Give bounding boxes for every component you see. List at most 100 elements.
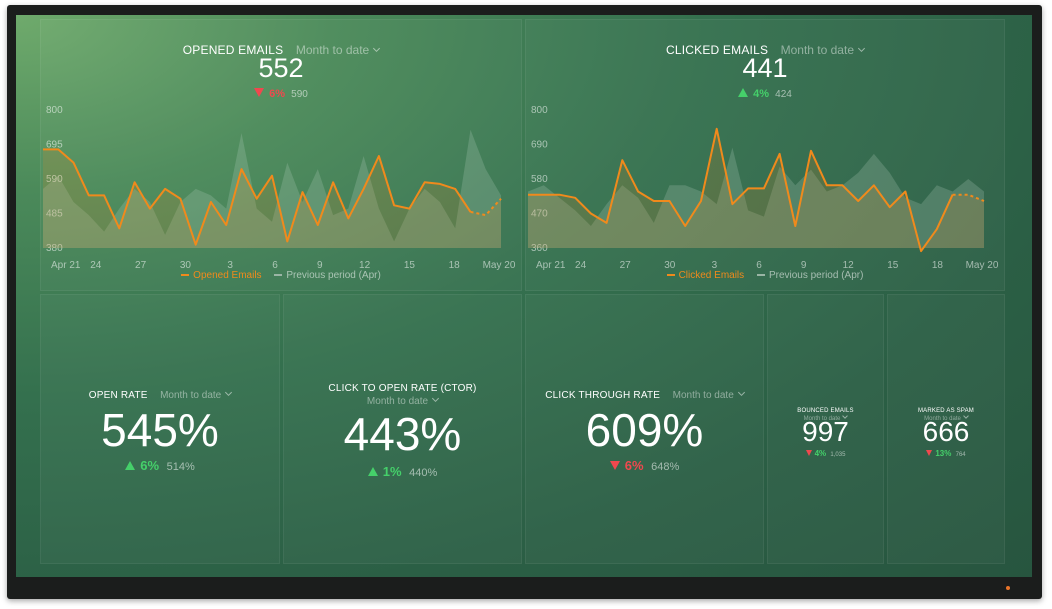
x-tick-label: 15 (404, 260, 416, 271)
previous-value: 590 (291, 89, 308, 100)
trend-up-icon (738, 88, 749, 97)
metric-value: 441 (742, 53, 788, 83)
opened-emails-chart: 800 695 590 485 380 Apr 21 24 27 30 3 6 9 12 15 18 May … (43, 105, 516, 271)
previous-value: 424 (775, 89, 792, 100)
widget-range-row: Month to date (284, 391, 521, 409)
x-tick-label: 6 (272, 260, 278, 271)
legend-previous: Previous period (Apr) (274, 270, 381, 281)
chart-legend: Opened Emails Previous period (Apr) (41, 270, 521, 281)
previous-value: 764 (955, 452, 966, 458)
clicked-emails-widget: CLICKED EMAILS Month to date 441 4% 424 … (525, 19, 1005, 291)
trend-up-icon (125, 461, 136, 470)
date-range-dropdown[interactable]: Month to date (367, 394, 440, 407)
y-tick-label: 800 (46, 105, 63, 116)
y-tick-label: 580 (531, 174, 548, 185)
x-tick-label: 24 (90, 260, 102, 271)
x-tick-label: 18 (449, 260, 461, 271)
widget-header: CLICK THROUGH RATE Month to date (526, 385, 763, 403)
y-tick-label: 360 (531, 243, 548, 254)
y-tick-label: 470 (531, 209, 548, 220)
x-tick-label: 9 (801, 260, 807, 271)
widget-title: OPEN RATE (88, 390, 148, 401)
date-range-dropdown[interactable]: Month to date (781, 43, 866, 57)
current-series-area (528, 128, 984, 252)
date-range-dropdown[interactable]: Month to date (804, 413, 849, 422)
previous-value: 514% (166, 461, 195, 473)
open-rate-widget: OPEN RATE Month to date 545% 6% 514% (40, 294, 280, 564)
x-tick-label: 27 (620, 260, 632, 271)
widget-title: CLICK THROUGH RATE (545, 390, 661, 401)
legend-current: Clicked Emails (666, 270, 744, 281)
y-tick-label: 800 (531, 105, 548, 116)
y-tick-label: 690 (531, 140, 548, 151)
legend-current: Opened Emails (181, 270, 262, 281)
previous-value: 440% (409, 467, 438, 479)
widget-title: CLICK TO OPEN RATE (CTOR) (328, 383, 477, 394)
delta-percent: 13% (935, 449, 952, 458)
legend-previous: Previous period (Apr) (756, 270, 863, 281)
current-series-line (528, 127, 954, 253)
widget-title: BOUNCED EMAILS (797, 408, 854, 414)
x-tick-label: 27 (135, 260, 147, 271)
date-range-dropdown[interactable]: Month to date (673, 388, 745, 401)
date-range-dropdown[interactable]: Month to date (160, 388, 233, 401)
x-tick-label: 18 (932, 260, 944, 271)
metric-delta: 1% 440% (284, 464, 521, 479)
trend-down-icon (254, 88, 265, 97)
x-tick-label: May 20 (483, 260, 516, 271)
previous-value: 1,035 (830, 452, 846, 458)
delta-percent: 4% (814, 449, 827, 458)
x-tick-label: 9 (317, 260, 323, 271)
x-tick-label: 24 (575, 260, 587, 271)
projected-series-line (470, 198, 502, 217)
metric-value: 609% (585, 404, 704, 456)
metric-value: 545% (101, 404, 219, 456)
chevron-down-icon (373, 44, 381, 53)
date-range-dropdown[interactable]: Month to date (296, 43, 381, 57)
metric-delta: 4% 1,035 (768, 449, 883, 458)
x-tick-label: May 20 (966, 260, 999, 271)
ctor-widget: CLICK TO OPEN RATE (CTOR) Month to date … (283, 294, 522, 564)
current-series-area (43, 149, 501, 248)
x-tick-label: Apr 21 (51, 260, 81, 271)
delta-percent: 4% (753, 88, 770, 100)
x-tick-label: 3 (227, 260, 233, 271)
date-range-dropdown[interactable]: Month to date (924, 413, 969, 422)
chevron-down-icon (857, 44, 866, 53)
metric-value: 552 (258, 53, 304, 83)
metric-value: 997 (802, 416, 849, 447)
metric-delta: 6% 648% (526, 458, 763, 473)
clicked-emails-chart: 800 690 580 470 360 Apr 21 24 27 30 3 6 9 12 15 18 May … (528, 105, 999, 271)
current-series-line (43, 148, 472, 246)
previous-period-area (43, 129, 501, 248)
metric-value: 443% (343, 408, 462, 460)
chevron-down-icon (432, 394, 440, 403)
trend-down-icon (926, 450, 933, 456)
widget-title-row: BOUNCED EMAILS (768, 399, 883, 417)
previous-value: 648% (651, 461, 680, 473)
y-tick-label: 380 (46, 243, 63, 254)
widget-title: OPENED EMAILS (182, 43, 284, 57)
y-tick-label: 485 (46, 209, 63, 220)
widget-title: MARKED AS SPAM (917, 408, 975, 414)
metric-delta: 6% 590 (41, 88, 521, 100)
metric-delta: 6% 514% (41, 458, 279, 473)
trend-down-icon (805, 450, 812, 456)
widget-title-row: CLICK TO OPEN RATE (CTOR) (284, 378, 521, 396)
x-tick-label: 30 (664, 260, 676, 271)
x-tick-label: 12 (843, 260, 855, 271)
widget-title-row: MARKED AS SPAM (888, 399, 1004, 417)
chevron-down-icon (737, 388, 745, 397)
previous-period-area (528, 147, 984, 248)
chevron-down-icon (225, 388, 233, 397)
widget-header: OPENED EMAILS Month to date (41, 41, 521, 59)
widget-range-row: Month to date (888, 407, 1004, 425)
x-tick-label: 3 (712, 260, 718, 271)
x-tick-label: 6 (756, 260, 762, 271)
widget-title: CLICKED EMAILS (665, 43, 769, 57)
delta-percent: 1% (382, 464, 402, 479)
ctr-widget: CLICK THROUGH RATE Month to date 609% 6%… (525, 294, 764, 564)
metric-delta: 4% 424 (526, 88, 1004, 100)
delta-percent: 6% (140, 458, 160, 473)
marked-as-spam-widget: MARKED AS SPAM Month to date 666 13% 764 (887, 294, 1005, 564)
